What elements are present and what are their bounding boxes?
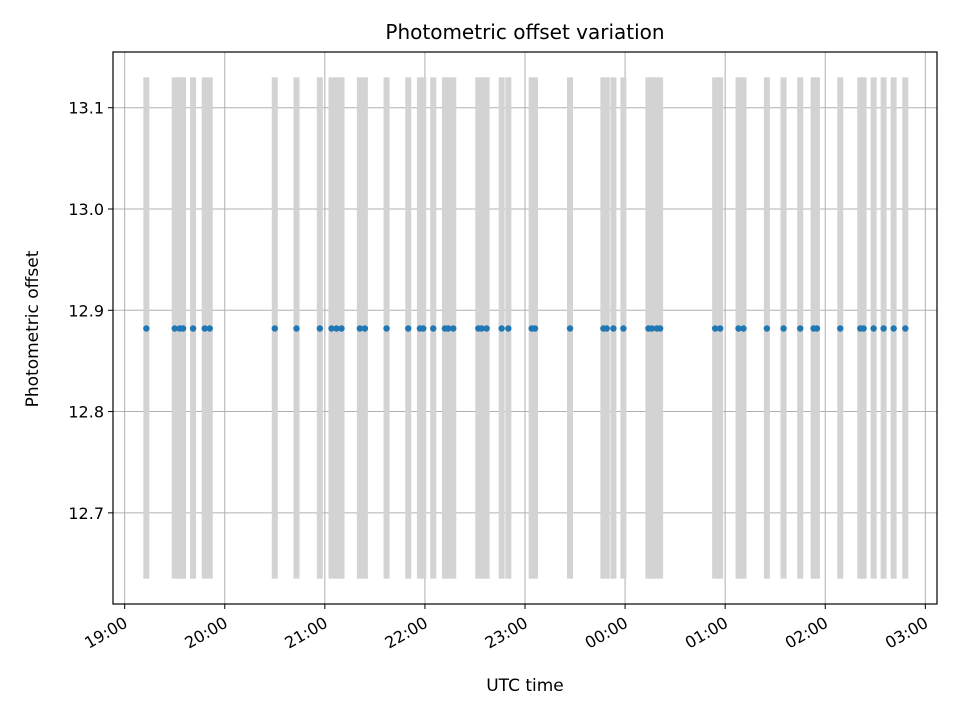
data-point xyxy=(505,325,512,332)
data-point xyxy=(450,325,457,332)
data-point xyxy=(716,325,724,332)
y-tick-label: 12.9 xyxy=(68,301,104,320)
data-point xyxy=(143,325,150,332)
data-point xyxy=(648,325,655,332)
data-point xyxy=(566,325,574,332)
data-points xyxy=(143,325,909,332)
data-point xyxy=(420,325,427,332)
data-point xyxy=(483,325,490,332)
y-axis: 12.7 12.8 12.9 13.0 13.1 xyxy=(68,99,113,523)
data-point xyxy=(338,325,345,332)
data-point xyxy=(171,325,178,332)
data-point xyxy=(405,325,412,332)
data-point xyxy=(735,325,742,332)
data-point xyxy=(603,325,610,332)
y-tick-label: 13.0 xyxy=(68,200,104,219)
data-point xyxy=(531,325,539,332)
data-point xyxy=(478,325,485,332)
data-point xyxy=(445,325,452,332)
data-point xyxy=(201,325,208,332)
data-point xyxy=(498,325,505,332)
data-point xyxy=(333,325,340,332)
data-point xyxy=(610,325,617,332)
data-point xyxy=(656,325,664,332)
data-point xyxy=(740,325,747,332)
data-point xyxy=(763,325,771,332)
y-axis-label: Photometric offset xyxy=(23,250,43,407)
data-point xyxy=(383,325,390,332)
data-point xyxy=(430,325,437,332)
data-point xyxy=(860,325,867,332)
y-tick-label: 13.1 xyxy=(68,99,104,118)
data-point xyxy=(797,325,804,332)
data-point xyxy=(620,325,627,332)
data-point xyxy=(890,325,897,332)
data-point xyxy=(361,325,369,332)
x-axis-label: UTC time xyxy=(486,676,564,696)
data-point xyxy=(271,325,278,332)
data-point xyxy=(870,325,877,332)
data-point xyxy=(711,325,719,332)
data-point xyxy=(902,325,909,332)
y-tick-label: 12.8 xyxy=(68,403,104,422)
data-point xyxy=(316,325,324,332)
data-point xyxy=(780,325,787,332)
data-point xyxy=(356,325,364,332)
data-point xyxy=(293,325,300,332)
y-tick-label: 12.7 xyxy=(68,504,104,523)
data-point xyxy=(880,325,887,332)
data-point xyxy=(206,325,213,332)
data-point xyxy=(813,325,821,332)
data-point xyxy=(837,325,844,332)
data-point xyxy=(189,325,197,332)
chart-title: Photometric offset variation xyxy=(385,20,664,44)
data-point xyxy=(328,325,335,332)
data-point xyxy=(179,325,187,332)
